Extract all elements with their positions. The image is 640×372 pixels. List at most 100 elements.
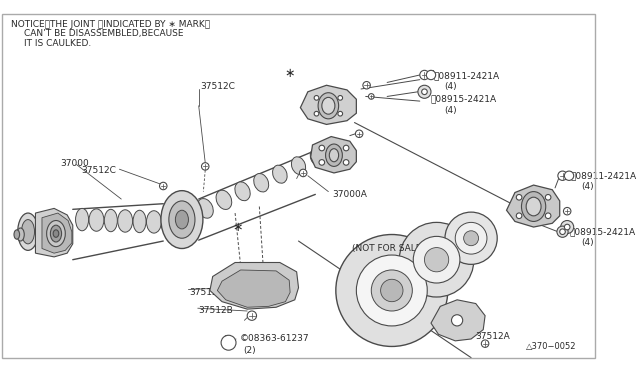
Text: ∗: ∗ (284, 67, 294, 80)
Text: 37000A: 37000A (332, 190, 367, 199)
Ellipse shape (104, 209, 117, 232)
Ellipse shape (526, 197, 541, 216)
Ellipse shape (51, 225, 61, 242)
Circle shape (336, 234, 448, 346)
Circle shape (463, 231, 479, 246)
Text: 37512A: 37512A (476, 331, 511, 340)
Circle shape (343, 145, 349, 151)
Text: (2): (2) (244, 346, 257, 356)
Circle shape (424, 248, 449, 272)
Circle shape (516, 213, 522, 219)
Ellipse shape (89, 209, 104, 231)
Text: S: S (223, 336, 228, 344)
Circle shape (426, 70, 436, 80)
Circle shape (369, 94, 374, 99)
Ellipse shape (14, 230, 20, 239)
Ellipse shape (273, 165, 287, 183)
Circle shape (545, 195, 551, 200)
Text: 37512B: 37512B (198, 306, 234, 315)
Ellipse shape (118, 210, 132, 232)
Polygon shape (506, 185, 560, 227)
Ellipse shape (235, 182, 250, 201)
Circle shape (560, 229, 565, 234)
Text: ∗: ∗ (232, 221, 243, 234)
Circle shape (314, 111, 319, 116)
Circle shape (343, 160, 349, 165)
Polygon shape (35, 208, 73, 257)
Ellipse shape (322, 97, 335, 114)
Circle shape (481, 340, 489, 347)
Circle shape (356, 255, 428, 326)
Polygon shape (42, 213, 72, 253)
Circle shape (319, 145, 324, 151)
Ellipse shape (310, 148, 324, 166)
Circle shape (371, 270, 412, 311)
Polygon shape (218, 270, 290, 307)
Text: Ⓞ08911-2421A: Ⓞ08911-2421A (571, 171, 637, 180)
Text: 37512C: 37512C (200, 81, 236, 90)
Text: 37000: 37000 (61, 159, 90, 168)
Circle shape (247, 311, 257, 320)
Text: Ⓡ08915-2421A: Ⓡ08915-2421A (431, 94, 497, 103)
Ellipse shape (522, 192, 546, 221)
Circle shape (564, 224, 570, 230)
Text: (4): (4) (581, 238, 594, 247)
Text: Ⓡ08915-2421A: Ⓡ08915-2421A (569, 227, 635, 236)
Circle shape (545, 213, 551, 219)
Circle shape (338, 111, 342, 116)
Circle shape (420, 70, 429, 80)
Text: 37512N: 37512N (189, 288, 225, 297)
Polygon shape (210, 263, 298, 309)
Ellipse shape (253, 173, 269, 192)
Polygon shape (310, 137, 356, 173)
Circle shape (557, 226, 568, 237)
Ellipse shape (76, 208, 88, 231)
Circle shape (221, 335, 236, 350)
Text: (4): (4) (581, 182, 594, 191)
Polygon shape (431, 300, 485, 341)
Ellipse shape (22, 219, 35, 244)
Circle shape (445, 212, 497, 264)
Ellipse shape (197, 199, 213, 218)
Circle shape (413, 236, 460, 283)
Circle shape (399, 222, 474, 297)
Ellipse shape (326, 144, 342, 166)
Text: (NOT FOR SALE): (NOT FOR SALE) (352, 244, 424, 253)
Text: 37512C: 37512C (82, 166, 116, 176)
Ellipse shape (216, 190, 232, 209)
Circle shape (422, 89, 428, 94)
Circle shape (300, 169, 307, 177)
Circle shape (516, 195, 522, 200)
Circle shape (355, 130, 363, 138)
Ellipse shape (330, 149, 339, 162)
Text: N: N (428, 70, 434, 80)
Circle shape (563, 208, 571, 215)
Ellipse shape (318, 93, 339, 119)
Text: CAN’T BE DISASSEMBLED,BECAUSE: CAN’T BE DISASSEMBLED,BECAUSE (24, 29, 184, 38)
Text: (4): (4) (444, 83, 457, 92)
Text: Ⓞ08911-2421A: Ⓞ08911-2421A (434, 71, 500, 80)
Ellipse shape (291, 157, 306, 174)
Ellipse shape (53, 230, 59, 237)
Ellipse shape (47, 221, 65, 247)
Text: (4): (4) (444, 106, 457, 115)
Text: ©08363-61237: ©08363-61237 (240, 334, 309, 343)
Circle shape (319, 160, 324, 165)
Ellipse shape (161, 191, 203, 248)
Ellipse shape (17, 228, 24, 241)
Circle shape (338, 96, 342, 100)
Circle shape (381, 279, 403, 302)
Circle shape (558, 171, 567, 180)
Polygon shape (300, 85, 356, 124)
Text: IT IS CAULKED.: IT IS CAULKED. (24, 39, 92, 48)
Circle shape (202, 163, 209, 170)
Ellipse shape (147, 211, 161, 233)
Circle shape (561, 221, 573, 234)
Ellipse shape (169, 201, 195, 238)
Ellipse shape (175, 210, 188, 229)
Circle shape (363, 81, 371, 89)
Circle shape (159, 182, 167, 190)
Circle shape (451, 315, 463, 326)
Circle shape (564, 171, 573, 180)
Circle shape (418, 85, 431, 98)
